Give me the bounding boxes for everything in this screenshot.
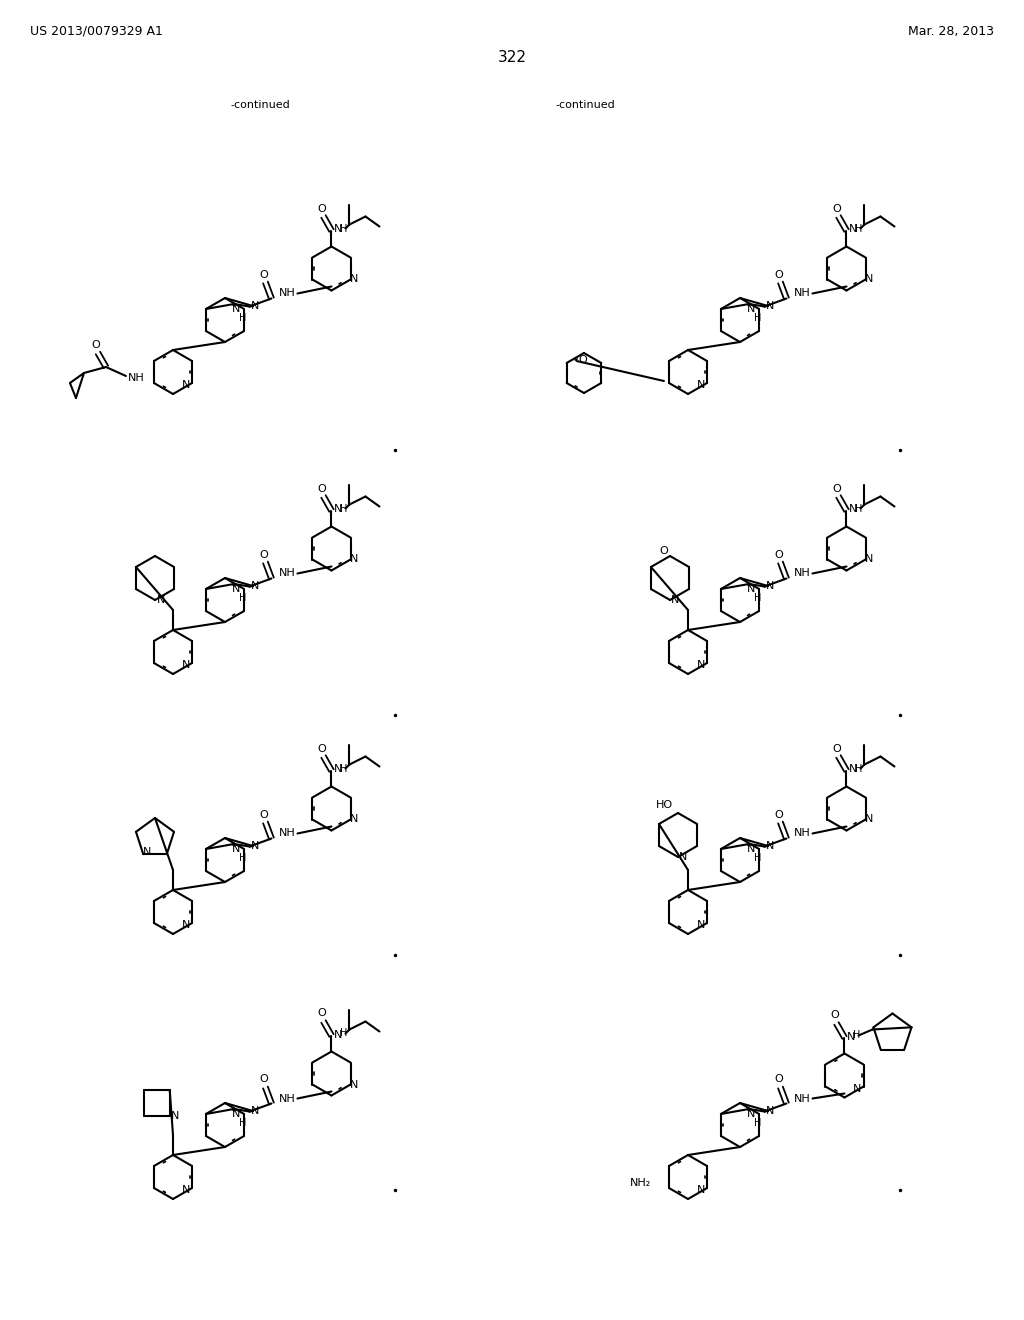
Text: H: H [340, 763, 347, 774]
Text: H: H [855, 503, 862, 513]
Text: N: N [671, 595, 679, 605]
Text: H: H [855, 223, 862, 234]
Text: H: H [755, 313, 762, 323]
Text: H: H [855, 763, 862, 774]
Text: N: N [766, 841, 774, 851]
Text: N: N [847, 1031, 856, 1041]
Text: N: N [171, 1110, 179, 1121]
Text: HO: HO [655, 800, 673, 810]
Text: -continued: -continued [555, 100, 614, 110]
Text: NH: NH [794, 829, 811, 838]
Text: N: N [697, 920, 706, 931]
Text: N: N [231, 843, 241, 854]
Text: NH₂: NH₂ [631, 1177, 651, 1188]
Text: NH: NH [280, 569, 296, 578]
Text: Mar. 28, 2013: Mar. 28, 2013 [908, 25, 994, 38]
Text: N: N [746, 304, 755, 314]
Text: N: N [334, 1030, 343, 1040]
Text: O: O [774, 1074, 783, 1085]
Text: O: O [830, 1011, 839, 1020]
Text: N: N [350, 275, 358, 285]
Text: N: N [251, 841, 259, 851]
Text: N: N [334, 764, 343, 775]
Text: N: N [697, 380, 706, 389]
Text: N: N [849, 504, 858, 515]
Text: N: N [766, 581, 774, 591]
Text: US 2013/0079329 A1: US 2013/0079329 A1 [30, 25, 163, 38]
Text: N: N [182, 660, 190, 671]
Text: O: O [91, 341, 100, 350]
Text: N: N [746, 583, 755, 594]
Text: N: N [350, 814, 358, 825]
Text: H: H [340, 1028, 347, 1039]
Text: N: N [865, 554, 873, 565]
Text: O: O [833, 203, 841, 214]
Text: H: H [340, 503, 347, 513]
Text: 322: 322 [498, 50, 526, 65]
Text: NH: NH [280, 289, 296, 298]
Text: H: H [755, 853, 762, 863]
Text: N: N [157, 595, 165, 605]
Text: N: N [697, 660, 706, 671]
Text: O: O [317, 743, 326, 754]
Text: NH: NH [128, 374, 144, 383]
Text: N: N [766, 1106, 774, 1115]
Text: O: O [317, 483, 326, 494]
Text: H: H [240, 1118, 247, 1129]
Text: H: H [340, 223, 347, 234]
Text: H: H [755, 1118, 762, 1129]
Text: N: N [350, 1080, 358, 1089]
Text: O: O [259, 269, 268, 280]
Text: O: O [833, 483, 841, 494]
Text: H: H [240, 853, 247, 863]
Text: O: O [259, 1074, 268, 1085]
Text: O: O [774, 809, 783, 820]
Text: O: O [317, 1008, 326, 1019]
Text: -continued: -continued [230, 100, 290, 110]
Text: H: H [755, 593, 762, 603]
Text: NH: NH [280, 829, 296, 838]
Text: N: N [251, 1106, 259, 1115]
Text: N: N [231, 1109, 241, 1119]
Text: O: O [317, 203, 326, 214]
Text: N: N [853, 1084, 862, 1093]
Text: N: N [231, 583, 241, 594]
Text: O: O [579, 355, 587, 366]
Text: N: N [679, 851, 687, 862]
Text: N: N [334, 224, 343, 235]
Text: N: N [182, 920, 190, 931]
Text: N: N [231, 304, 241, 314]
Text: O: O [774, 269, 783, 280]
Text: N: N [865, 275, 873, 285]
Text: NH: NH [794, 289, 811, 298]
Text: N: N [849, 224, 858, 235]
Text: N: N [251, 581, 259, 591]
Text: NH: NH [794, 1093, 811, 1104]
Text: NH: NH [794, 569, 811, 578]
Text: NH: NH [280, 1093, 296, 1104]
Text: O: O [833, 743, 841, 754]
Text: N: N [182, 1185, 190, 1195]
Text: N: N [746, 843, 755, 854]
Text: N: N [182, 380, 190, 389]
Text: O: O [259, 809, 268, 820]
Text: O: O [774, 549, 783, 560]
Text: N: N [143, 847, 152, 857]
Text: N: N [334, 504, 343, 515]
Text: O: O [259, 549, 268, 560]
Text: H: H [240, 313, 247, 323]
Text: N: N [350, 554, 358, 565]
Text: H: H [853, 1031, 860, 1040]
Text: N: N [865, 814, 873, 825]
Text: N: N [697, 1185, 706, 1195]
Text: O: O [659, 546, 669, 556]
Text: N: N [849, 764, 858, 775]
Text: H: H [240, 593, 247, 603]
Text: N: N [746, 1109, 755, 1119]
Text: N: N [251, 301, 259, 312]
Text: N: N [766, 301, 774, 312]
